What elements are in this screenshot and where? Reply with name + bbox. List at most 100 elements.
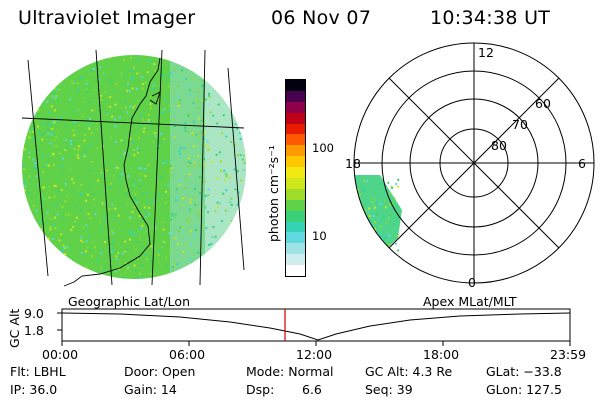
geo-speckle xyxy=(173,135,176,138)
geo-speckle xyxy=(48,196,51,199)
geo-speckle xyxy=(120,155,123,158)
geo-speckle xyxy=(144,81,147,84)
altitude-tick-9: 9.0 xyxy=(24,306,44,321)
geo-speckle xyxy=(146,201,149,204)
geo-speckle xyxy=(57,88,60,91)
geo-speckle xyxy=(130,78,133,81)
geo-speckle xyxy=(117,252,120,255)
geo-speckle xyxy=(190,262,193,265)
geo-speckle xyxy=(30,216,33,219)
geo-speckle xyxy=(57,58,60,61)
geo-speckle xyxy=(119,273,122,276)
geo-speckle xyxy=(186,164,189,167)
geo-speckle xyxy=(123,59,126,61)
apex-coord-label: Apex MLat/MLT xyxy=(423,294,517,309)
geo-speckle xyxy=(82,113,85,115)
polar-speckle xyxy=(380,235,383,238)
geo-speckle xyxy=(80,59,83,62)
geo-speckle xyxy=(80,236,83,239)
geo-speckle xyxy=(206,66,209,69)
geo-speckle xyxy=(85,224,88,227)
geo-speckle xyxy=(36,260,39,263)
geo-speckle xyxy=(188,89,191,92)
geo-speckle xyxy=(123,153,125,156)
geo-speckle xyxy=(214,210,217,213)
geo-speckle xyxy=(191,132,194,135)
geo-speckle xyxy=(245,88,246,91)
geo-speckle xyxy=(83,268,86,271)
geo-speckle xyxy=(28,191,31,194)
geo-speckle xyxy=(23,248,26,251)
polar-speckle xyxy=(356,201,359,204)
geo-speckle xyxy=(85,199,88,202)
geo-speckle xyxy=(100,94,102,97)
geo-speckle xyxy=(192,120,195,123)
geo-speckle xyxy=(96,259,99,262)
geo-speckle xyxy=(231,110,234,113)
geo-speckle xyxy=(240,179,243,182)
geo-speckle xyxy=(29,179,32,182)
polar-speckle xyxy=(356,238,359,241)
geo-speckle xyxy=(233,107,236,110)
geo-speckle xyxy=(130,186,133,189)
geo-speckle xyxy=(49,81,52,84)
geo-speckle xyxy=(94,246,97,249)
colorbar-segment xyxy=(286,177,305,189)
geo-speckle xyxy=(235,239,238,242)
geo-speckle xyxy=(117,214,120,217)
geo-speckle xyxy=(124,189,127,192)
geo-speckle xyxy=(215,153,218,156)
geo-speckle xyxy=(209,111,212,114)
geo-speckle xyxy=(76,154,79,157)
geo-speckle xyxy=(60,233,63,236)
geo-speckle xyxy=(136,147,139,150)
geo-speckle xyxy=(147,164,150,167)
geo-speckle xyxy=(208,92,210,95)
geo-speckle xyxy=(106,236,109,239)
geo-speckle xyxy=(238,255,241,258)
colorbar-segment xyxy=(286,134,305,146)
polar-speckle xyxy=(396,205,399,208)
geo-speckle xyxy=(68,213,71,216)
geo-speckle xyxy=(179,146,182,149)
geo-speckle xyxy=(46,90,49,93)
geo-speckle xyxy=(143,127,146,130)
geo-speckle xyxy=(106,112,109,115)
geo-speckle xyxy=(187,160,190,163)
geo-speckle xyxy=(48,185,51,188)
geo-speckle xyxy=(90,132,93,135)
geo-speckle xyxy=(123,100,126,103)
altitude-plot xyxy=(57,308,571,346)
geo-speckle xyxy=(56,62,58,65)
geo-speckle xyxy=(101,202,104,205)
geo-speckle xyxy=(136,72,139,75)
geo-speckle xyxy=(49,226,52,229)
geo-speckle xyxy=(195,272,198,275)
geo-speckle xyxy=(204,98,207,101)
geo-speckle xyxy=(124,240,127,243)
geo-speckle xyxy=(57,261,60,264)
geo-speckle xyxy=(213,258,216,261)
geo-speckle xyxy=(27,241,30,244)
geo-speckle xyxy=(131,233,134,236)
geo-speckle xyxy=(133,154,136,157)
geo-speckle xyxy=(150,107,152,110)
geo-speckle xyxy=(206,258,209,261)
geo-speckle xyxy=(53,139,56,142)
geo-speckle xyxy=(145,258,148,261)
polar-speckle xyxy=(364,236,367,238)
polar-speckle xyxy=(374,228,377,231)
geo-speckle xyxy=(100,98,103,101)
geo-speckle xyxy=(47,237,50,240)
geo-speckle xyxy=(23,196,26,199)
geo-speckle xyxy=(197,107,200,110)
geo-speckle xyxy=(230,204,233,206)
geo-speckle xyxy=(129,233,132,236)
geo-speckle xyxy=(205,276,208,279)
geo-speckle xyxy=(208,95,211,98)
geo-speckle xyxy=(85,88,88,91)
geo-speckle xyxy=(216,122,219,125)
geo-speckle xyxy=(171,266,174,269)
polar-speckle xyxy=(368,215,371,218)
colorbar-segment xyxy=(286,221,305,233)
